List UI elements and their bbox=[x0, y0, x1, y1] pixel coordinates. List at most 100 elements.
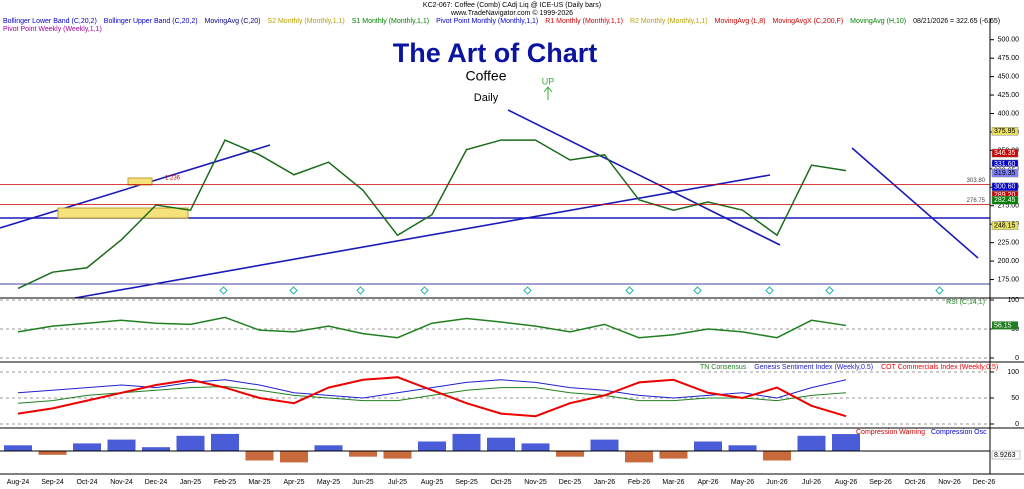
price-tag bbox=[991, 127, 1019, 136]
price-tag-label: 346.35 bbox=[994, 150, 1016, 157]
x-tick-label: Sep-25 bbox=[455, 479, 478, 486]
osc-bar bbox=[176, 435, 205, 451]
osc-bar bbox=[38, 451, 67, 455]
y-tick-label: 50 bbox=[1011, 395, 1019, 402]
y-tick-label: 0 bbox=[1015, 421, 1019, 428]
osc-bar bbox=[556, 451, 584, 457]
osc-bar bbox=[694, 441, 722, 451]
copyright: www.TradeNavigator.com © 1999-2026 bbox=[450, 9, 573, 17]
x-tick-label: Apr-26 bbox=[697, 479, 718, 486]
x-tick-label: Dec-26 bbox=[973, 479, 996, 486]
price-tag-label: 282.45 bbox=[994, 197, 1016, 204]
osc-bar bbox=[211, 433, 239, 451]
y-tick-label: 100 bbox=[1007, 369, 1019, 376]
symbol-header: KC2-067: Coffee (Comb) CAdj Liq @ ICE-US… bbox=[423, 2, 601, 9]
x-tick-label: Oct-24 bbox=[76, 479, 97, 486]
pivot-weekly: Pivot Point Weekly (Weekly,1,1) bbox=[3, 26, 102, 33]
price-tag-label: 319.35 bbox=[994, 170, 1016, 177]
y-tick-label: 0 bbox=[1015, 355, 1019, 362]
y-tick-label: 225.00 bbox=[998, 239, 1020, 246]
x-tick-label: Jun-25 bbox=[352, 479, 374, 486]
legend-entry: MovingAvg (C,20) bbox=[205, 18, 261, 25]
x-tick-label: Jun-26 bbox=[766, 479, 788, 486]
rsi-tag-label: 56.15 bbox=[994, 322, 1012, 329]
panel-label: Compression Osc bbox=[931, 429, 987, 436]
x-tick-label: Nov-24 bbox=[110, 479, 133, 486]
zone-box bbox=[57, 207, 189, 219]
osc-bar bbox=[659, 451, 688, 459]
osc-bar bbox=[625, 451, 653, 463]
price-tag bbox=[991, 148, 1019, 158]
x-tick-label: Oct-26 bbox=[904, 479, 925, 486]
osc-bar bbox=[107, 439, 136, 451]
chart-subtitle: Coffee bbox=[466, 68, 507, 84]
x-tick-label: May-25 bbox=[317, 479, 340, 486]
x-tick-label: Jan-26 bbox=[594, 479, 616, 486]
price-tag bbox=[991, 221, 1019, 230]
x-tick-label: Dec-25 bbox=[559, 479, 582, 486]
y-tick-label: 200.00 bbox=[998, 258, 1020, 265]
series-line bbox=[17, 379, 847, 399]
chart-title: The Art of Chart bbox=[393, 38, 598, 68]
panel-label: Compression Warning bbox=[856, 429, 925, 436]
price-line bbox=[17, 316, 847, 339]
osc-bar bbox=[452, 433, 481, 451]
legend-entry: Genesis Sentiment Index (Weekly,0.5) bbox=[754, 364, 873, 371]
legend-entry: Bollinger Upper Band (C,20,2) bbox=[104, 18, 198, 25]
osc-tag bbox=[991, 450, 1021, 460]
y-tick-label: 100 bbox=[1007, 297, 1019, 304]
y-tick-label: 175.00 bbox=[998, 276, 1020, 283]
osc-bar bbox=[349, 451, 377, 457]
x-tick-label: Mar-25 bbox=[248, 479, 270, 486]
level-label: 303.80 bbox=[967, 178, 986, 184]
legend-entry: S1 Monthly (Monthly,1,1) bbox=[352, 18, 429, 25]
x-tick-label: Aug-25 bbox=[421, 479, 444, 486]
osc-bar bbox=[280, 451, 308, 463]
series-line bbox=[17, 376, 847, 418]
price-tag-label: 300.60 bbox=[994, 184, 1016, 191]
x-tick-label: Feb-26 bbox=[628, 479, 650, 486]
price-tag bbox=[991, 182, 1019, 192]
level-label: 276.75 bbox=[967, 198, 986, 204]
x-tick-label: Dec-24 bbox=[145, 479, 168, 486]
osc-bar bbox=[245, 451, 274, 461]
y-tick-label: 475.00 bbox=[998, 55, 1020, 62]
price-tag-label: 331.60 bbox=[994, 161, 1016, 168]
osc-bar bbox=[418, 441, 446, 451]
up-arrow bbox=[543, 86, 553, 100]
x-tick-label: Aug-24 bbox=[7, 479, 30, 486]
osc-bar bbox=[487, 437, 515, 451]
x-tick-label: Aug-26 bbox=[835, 479, 858, 486]
legend-entry: MovingAvgX (C,200,F) bbox=[772, 18, 843, 25]
osc-bar bbox=[4, 445, 32, 451]
legend-entry: TN Consensus bbox=[700, 364, 747, 371]
x-tick-label: Oct-25 bbox=[490, 479, 511, 486]
price-tag bbox=[991, 196, 1019, 205]
price-tag-label: 248.15 bbox=[994, 222, 1016, 229]
y-tick-label: 425.00 bbox=[998, 92, 1020, 99]
zone-box bbox=[127, 177, 153, 186]
osc-bar bbox=[383, 451, 412, 459]
osc-bar bbox=[728, 445, 757, 451]
legend-entry: R1 Monthly (Monthly,1,1) bbox=[545, 18, 623, 25]
x-tick-label: Jan-25 bbox=[180, 479, 202, 486]
rsi-label: RSI (C,14,1) bbox=[946, 299, 985, 306]
osc-bar bbox=[797, 435, 826, 451]
y-tick-label: 500.00 bbox=[998, 37, 1020, 44]
fib-label: 1.236 bbox=[165, 176, 181, 182]
x-tick-label: Mar-26 bbox=[662, 479, 684, 486]
y-tick-label: 400.00 bbox=[998, 110, 1020, 117]
legend-entry: MovingAvg (L,8) bbox=[715, 18, 766, 25]
price-tag-label: 375.95 bbox=[994, 128, 1016, 135]
osc-bar bbox=[521, 443, 550, 451]
legend-entry: R2 Monthly (Monthly,1,1) bbox=[630, 18, 708, 25]
y-tick-label: 450.00 bbox=[998, 73, 1020, 80]
price-tag-label: 289.20 bbox=[994, 192, 1016, 199]
price-tag bbox=[991, 168, 1019, 178]
series-line bbox=[17, 386, 847, 404]
legend-entry: COT Commercials Index (Weekly,0.5) bbox=[881, 364, 998, 371]
x-tick-label: Apr-25 bbox=[283, 479, 304, 486]
x-tick-label: Feb-25 bbox=[214, 479, 236, 486]
osc-bar bbox=[73, 443, 101, 451]
